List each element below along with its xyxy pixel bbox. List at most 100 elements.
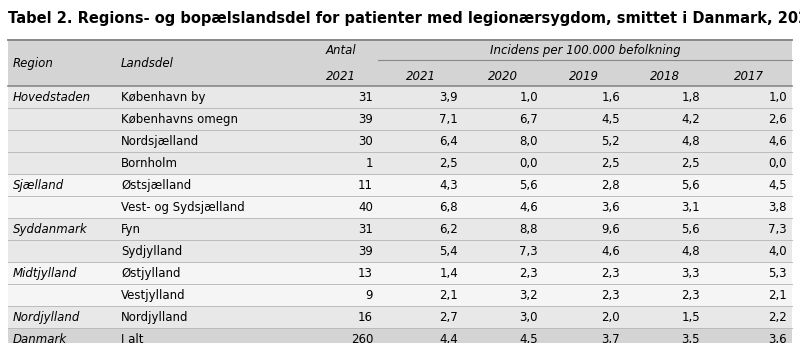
- Text: 3,8: 3,8: [769, 201, 787, 214]
- Text: 6,7: 6,7: [519, 113, 538, 126]
- Text: 2018: 2018: [650, 70, 680, 83]
- Text: 39: 39: [358, 245, 373, 258]
- Text: 2017: 2017: [734, 70, 763, 83]
- Text: 9,6: 9,6: [602, 223, 620, 236]
- Text: 2,0: 2,0: [602, 311, 620, 324]
- Text: 13: 13: [358, 267, 373, 280]
- Bar: [8, 262, 792, 284]
- Text: 4,3: 4,3: [439, 179, 458, 192]
- Text: 2,7: 2,7: [439, 311, 458, 324]
- Text: 1,4: 1,4: [439, 267, 458, 280]
- Text: 7,3: 7,3: [519, 245, 538, 258]
- Text: 4,6: 4,6: [768, 135, 787, 148]
- Text: Danmark: Danmark: [13, 333, 67, 343]
- Text: 4,5: 4,5: [602, 113, 620, 126]
- Text: Bornholm: Bornholm: [121, 157, 178, 170]
- Text: Sjælland: Sjælland: [13, 179, 64, 192]
- Bar: [8, 284, 792, 306]
- Bar: [8, 86, 792, 108]
- Text: 3,0: 3,0: [519, 311, 538, 324]
- Text: 1,0: 1,0: [519, 91, 538, 104]
- Text: Fyn: Fyn: [121, 223, 141, 236]
- Text: 2021: 2021: [326, 70, 355, 83]
- Text: 4,5: 4,5: [519, 333, 538, 343]
- Text: 40: 40: [358, 201, 373, 214]
- Text: 9: 9: [366, 289, 373, 302]
- Text: 3,6: 3,6: [768, 333, 787, 343]
- Text: 2,3: 2,3: [602, 267, 620, 280]
- Text: 1: 1: [366, 157, 373, 170]
- Text: 4,8: 4,8: [682, 135, 700, 148]
- Text: 2,6: 2,6: [768, 113, 787, 126]
- Text: 6,4: 6,4: [439, 135, 458, 148]
- Bar: [8, 240, 792, 262]
- Text: Vestjylland: Vestjylland: [121, 289, 186, 302]
- Text: Nordjylland: Nordjylland: [121, 311, 189, 324]
- Text: Syddanmark: Syddanmark: [13, 223, 88, 236]
- Text: Tabel 2. Regions- og bopælslandsdel for patienter med legionærsygdom, smittet i : Tabel 2. Regions- og bopælslandsdel for …: [8, 11, 800, 25]
- Text: 2,5: 2,5: [439, 157, 458, 170]
- Text: 39: 39: [358, 113, 373, 126]
- Text: 4,2: 4,2: [682, 113, 700, 126]
- Text: 1,5: 1,5: [682, 311, 700, 324]
- Text: 260: 260: [350, 333, 373, 343]
- Text: 0,0: 0,0: [519, 157, 538, 170]
- Text: 4,6: 4,6: [602, 245, 620, 258]
- Text: 2,3: 2,3: [519, 267, 538, 280]
- Text: 2020: 2020: [488, 70, 518, 83]
- Text: 2,3: 2,3: [682, 289, 700, 302]
- Bar: [8, 196, 792, 218]
- Text: Region: Region: [13, 57, 54, 70]
- Bar: [8, 130, 792, 152]
- Text: København by: København by: [121, 91, 206, 104]
- Text: 2019: 2019: [569, 70, 599, 83]
- Text: 31: 31: [358, 223, 373, 236]
- Text: 5,4: 5,4: [439, 245, 458, 258]
- Text: 1,6: 1,6: [602, 91, 620, 104]
- Text: I alt: I alt: [121, 333, 143, 343]
- Text: 3,2: 3,2: [519, 289, 538, 302]
- Text: 30: 30: [358, 135, 373, 148]
- Text: 2,5: 2,5: [602, 157, 620, 170]
- Text: 4,4: 4,4: [439, 333, 458, 343]
- Text: 3,5: 3,5: [682, 333, 700, 343]
- Text: Sydjylland: Sydjylland: [121, 245, 182, 258]
- Text: Nordsjælland: Nordsjælland: [121, 135, 199, 148]
- Bar: [8, 306, 792, 328]
- Bar: [8, 174, 792, 196]
- Text: 1,0: 1,0: [768, 91, 787, 104]
- Text: 16: 16: [358, 311, 373, 324]
- Text: Antal: Antal: [325, 45, 356, 57]
- Text: 3,7: 3,7: [602, 333, 620, 343]
- Text: 2,1: 2,1: [439, 289, 458, 302]
- Text: 3,1: 3,1: [682, 201, 700, 214]
- Text: Østjylland: Østjylland: [121, 267, 181, 280]
- Text: Landsdel: Landsdel: [121, 57, 174, 70]
- Text: Østsjælland: Østsjælland: [121, 179, 191, 192]
- Text: 4,5: 4,5: [768, 179, 787, 192]
- Text: 6,2: 6,2: [439, 223, 458, 236]
- Text: 2,8: 2,8: [602, 179, 620, 192]
- Text: 7,3: 7,3: [768, 223, 787, 236]
- Text: 4,0: 4,0: [768, 245, 787, 258]
- Text: 3,9: 3,9: [439, 91, 458, 104]
- Text: 5,6: 5,6: [682, 179, 700, 192]
- Text: Nordjylland: Nordjylland: [13, 311, 80, 324]
- Text: 2,3: 2,3: [602, 289, 620, 302]
- Text: Hovedstaden: Hovedstaden: [13, 91, 91, 104]
- Text: 8,8: 8,8: [519, 223, 538, 236]
- Bar: [8, 328, 792, 343]
- Bar: [8, 40, 792, 86]
- Text: 4,6: 4,6: [519, 201, 538, 214]
- Text: 11: 11: [358, 179, 373, 192]
- Text: 6,8: 6,8: [439, 201, 458, 214]
- Text: 4,8: 4,8: [682, 245, 700, 258]
- Text: Vest- og Sydsjælland: Vest- og Sydsjælland: [121, 201, 245, 214]
- Text: 8,0: 8,0: [519, 135, 538, 148]
- Text: 2,1: 2,1: [768, 289, 787, 302]
- Bar: [8, 108, 792, 130]
- Text: 2021: 2021: [406, 70, 435, 83]
- Text: 7,1: 7,1: [439, 113, 458, 126]
- Text: 31: 31: [358, 91, 373, 104]
- Text: 5,3: 5,3: [769, 267, 787, 280]
